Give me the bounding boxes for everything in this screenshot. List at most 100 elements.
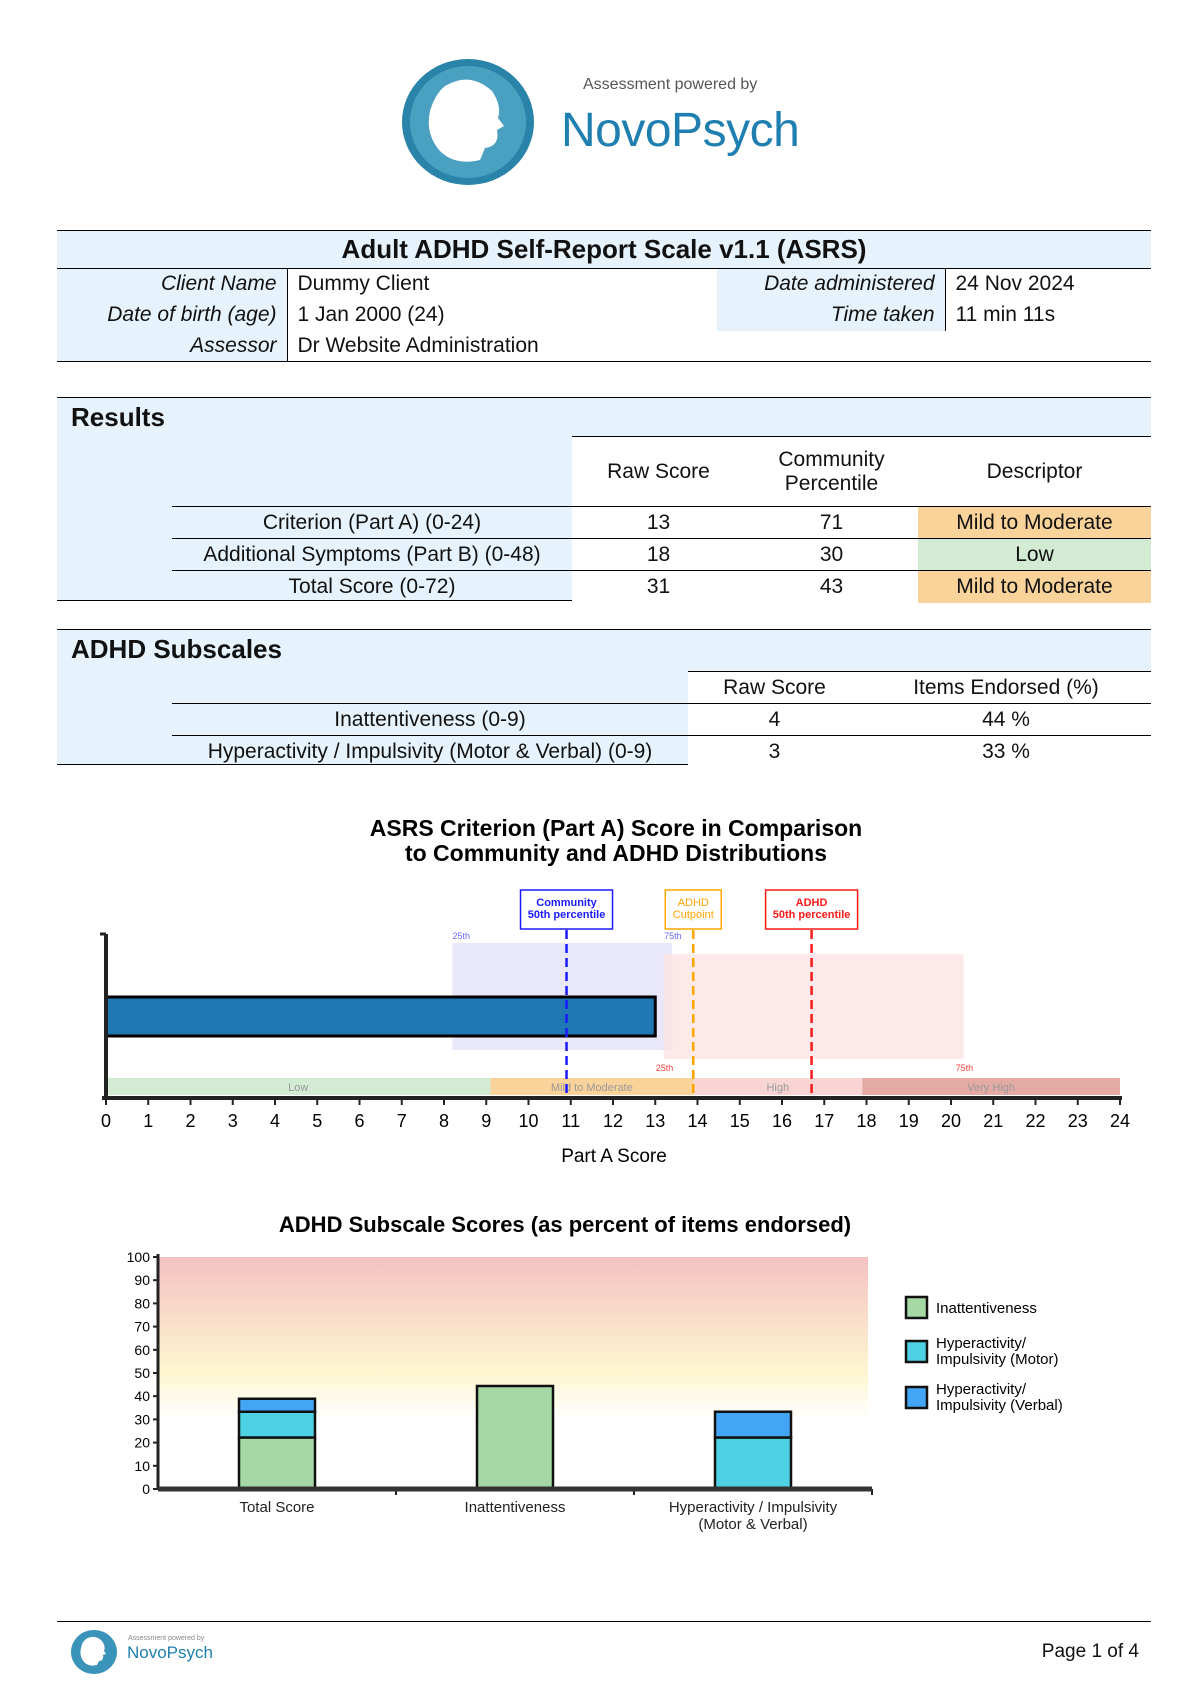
logo-tagline: Assessment powered by [583, 76, 758, 93]
x-tick-label: 7 [397, 1111, 407, 1131]
dob-label: Date of birth (age) [57, 299, 288, 331]
marker-callout [764, 889, 859, 930]
marker-label: 50th percentile [528, 909, 606, 921]
x-tick-label: 8 [439, 1111, 449, 1131]
stacked-bar-segment [713, 1410, 793, 1439]
percentile: 43 [745, 570, 918, 603]
x-tick-label: 22 [1025, 1111, 1045, 1131]
x-axis-label: Part A Score [561, 1146, 667, 1167]
x-tick-label: 10 [518, 1111, 538, 1131]
descriptor-band [106, 1078, 491, 1095]
x-tick-label: 24 [1110, 1111, 1130, 1131]
part-a-comparison-chart: ASRS Criterion (Part A) Score in Compari… [100, 815, 1130, 1167]
y-tick-label: 50 [134, 1365, 150, 1381]
subscales-title: ADHD Subscales [71, 634, 282, 664]
y-tick-label: 80 [134, 1295, 150, 1311]
y-tick-label: 60 [134, 1342, 150, 1358]
raw-score-header: Raw Score [688, 671, 861, 704]
stacked-bar-segment [237, 1436, 317, 1491]
results-row: Criterion (Part A) (0-24) 13 71 Mild to Mod… [172, 506, 1151, 539]
x-tick-label: 16 [772, 1111, 792, 1131]
x-tick-label: 5 [312, 1111, 322, 1131]
legend-label: Hyperactivity/ [936, 1381, 1027, 1398]
page-number: Page 1 of 4 [1041, 1641, 1139, 1662]
x-tick-label: 13 [645, 1111, 665, 1131]
subscale-row: Hyperactivity / Impulsivity (Motor & Ver… [172, 735, 1151, 768]
legend-swatch [904, 1385, 929, 1410]
x-tick-label: 19 [899, 1111, 919, 1131]
raw-score: 13 [572, 506, 745, 539]
x-tick-label: 0 [101, 1111, 111, 1131]
descriptor-band [490, 1078, 694, 1095]
row-label: Criterion (Part A) (0-24) [172, 506, 572, 539]
items-endorsed: 44 % [861, 703, 1151, 736]
x-tick-label: 11 [561, 1111, 580, 1131]
x-tick-label: 18 [856, 1111, 876, 1131]
x-tick-label: 23 [1068, 1111, 1088, 1131]
raw-score-header: Raw Score [572, 436, 745, 507]
adhd-p25-label: 25th [656, 1063, 674, 1073]
footer-divider [57, 1621, 1151, 1622]
legend-label: Impulsivity (Verbal) [936, 1397, 1063, 1414]
y-tick-label: 0 [142, 1481, 150, 1497]
x-tick-label: 2 [185, 1111, 195, 1131]
novopsych-logo-icon [402, 59, 534, 185]
community-percentile-header: Community Percentile [745, 436, 918, 507]
assessor-label: Assessor [57, 330, 288, 362]
descriptor-band [693, 1078, 863, 1095]
x-tick-label: 20 [941, 1111, 961, 1131]
descriptor-band-label: Very High [967, 1082, 1015, 1094]
chart-title: to Community and ADHD Distributions [405, 840, 827, 866]
y-tick-label: 70 [134, 1319, 150, 1335]
dob-value: 1 Jan 2000 (24) [297, 303, 445, 326]
y-tick-label: 40 [134, 1388, 150, 1404]
logo-brand: NovoPsych [561, 104, 800, 157]
raw-score: 18 [572, 538, 745, 571]
marker-label: ADHD [678, 897, 709, 909]
chart-title: ASRS Criterion (Part A) Score in Compari… [370, 815, 862, 841]
footer-tagline: Assessment powered by [128, 1635, 205, 1642]
descriptor-band-label: Mild to Moderate [551, 1082, 633, 1094]
stacked-bar-segment [237, 1410, 317, 1439]
adhd-p75-label: 75th [956, 1063, 974, 1073]
legend-swatch [904, 1339, 929, 1364]
descriptor-header: Descriptor [918, 436, 1151, 507]
y-tick-label: 30 [134, 1411, 150, 1427]
items-endorsed-header: Items Endorsed (%) [861, 671, 1151, 704]
raw-score: 3 [688, 735, 861, 768]
descriptor-band-label: Low [288, 1082, 308, 1094]
marker-label: Cutpoint [673, 909, 714, 921]
row-label: Total Score (0-72) [172, 570, 572, 603]
results-table: Raw Score Community Percentile Descripto… [172, 436, 1151, 603]
legend-label: Impulsivity (Motor) [936, 1351, 1059, 1368]
subscale-scores-chart: ADHD Subscale Scores (as percent of item… [127, 1212, 1063, 1533]
y-tick-label: 10 [134, 1458, 150, 1474]
percentile: 30 [745, 538, 918, 571]
community-p75-label: 75th [664, 931, 682, 941]
marker-label: Community [536, 897, 597, 909]
legend-label: Inattentiveness [936, 1300, 1037, 1317]
chart-title: ADHD Subscale Scores (as percent of item… [279, 1212, 851, 1237]
marker-callout [519, 889, 614, 930]
marker-label: 50th percentile [773, 909, 851, 921]
results-section: Results Raw Score Community Percentile D… [57, 397, 1151, 603]
time-taken-value: 11 min 11s [955, 303, 1056, 326]
x-category-label: Hyperactivity / Impulsivity [669, 1499, 838, 1516]
x-tick-label: 6 [354, 1111, 364, 1131]
descriptor-badge: Low [918, 538, 1151, 571]
y-tick-label: 100 [127, 1249, 151, 1265]
client-info-table: Adult ADHD Self-Report Scale v1.1 (ASRS)… [57, 230, 1151, 362]
x-tick-label: 4 [270, 1111, 280, 1131]
x-tick-label: 12 [603, 1111, 623, 1131]
raw-score: 4 [688, 703, 861, 736]
x-tick-label: 17 [814, 1111, 834, 1131]
community-p25-label: 25th [452, 931, 470, 941]
x-tick-label: 9 [481, 1111, 491, 1131]
client-name-value: Dummy Client [297, 272, 430, 296]
results-title: Results [71, 402, 165, 432]
results-row: Total Score (0-72) 31 43 Mild to Moderate [172, 570, 1151, 603]
score-bar [104, 995, 657, 1038]
y-tick-label: 90 [134, 1272, 150, 1288]
footer-logo-icon [71, 1630, 117, 1674]
stacked-bar-segment [237, 1397, 317, 1413]
